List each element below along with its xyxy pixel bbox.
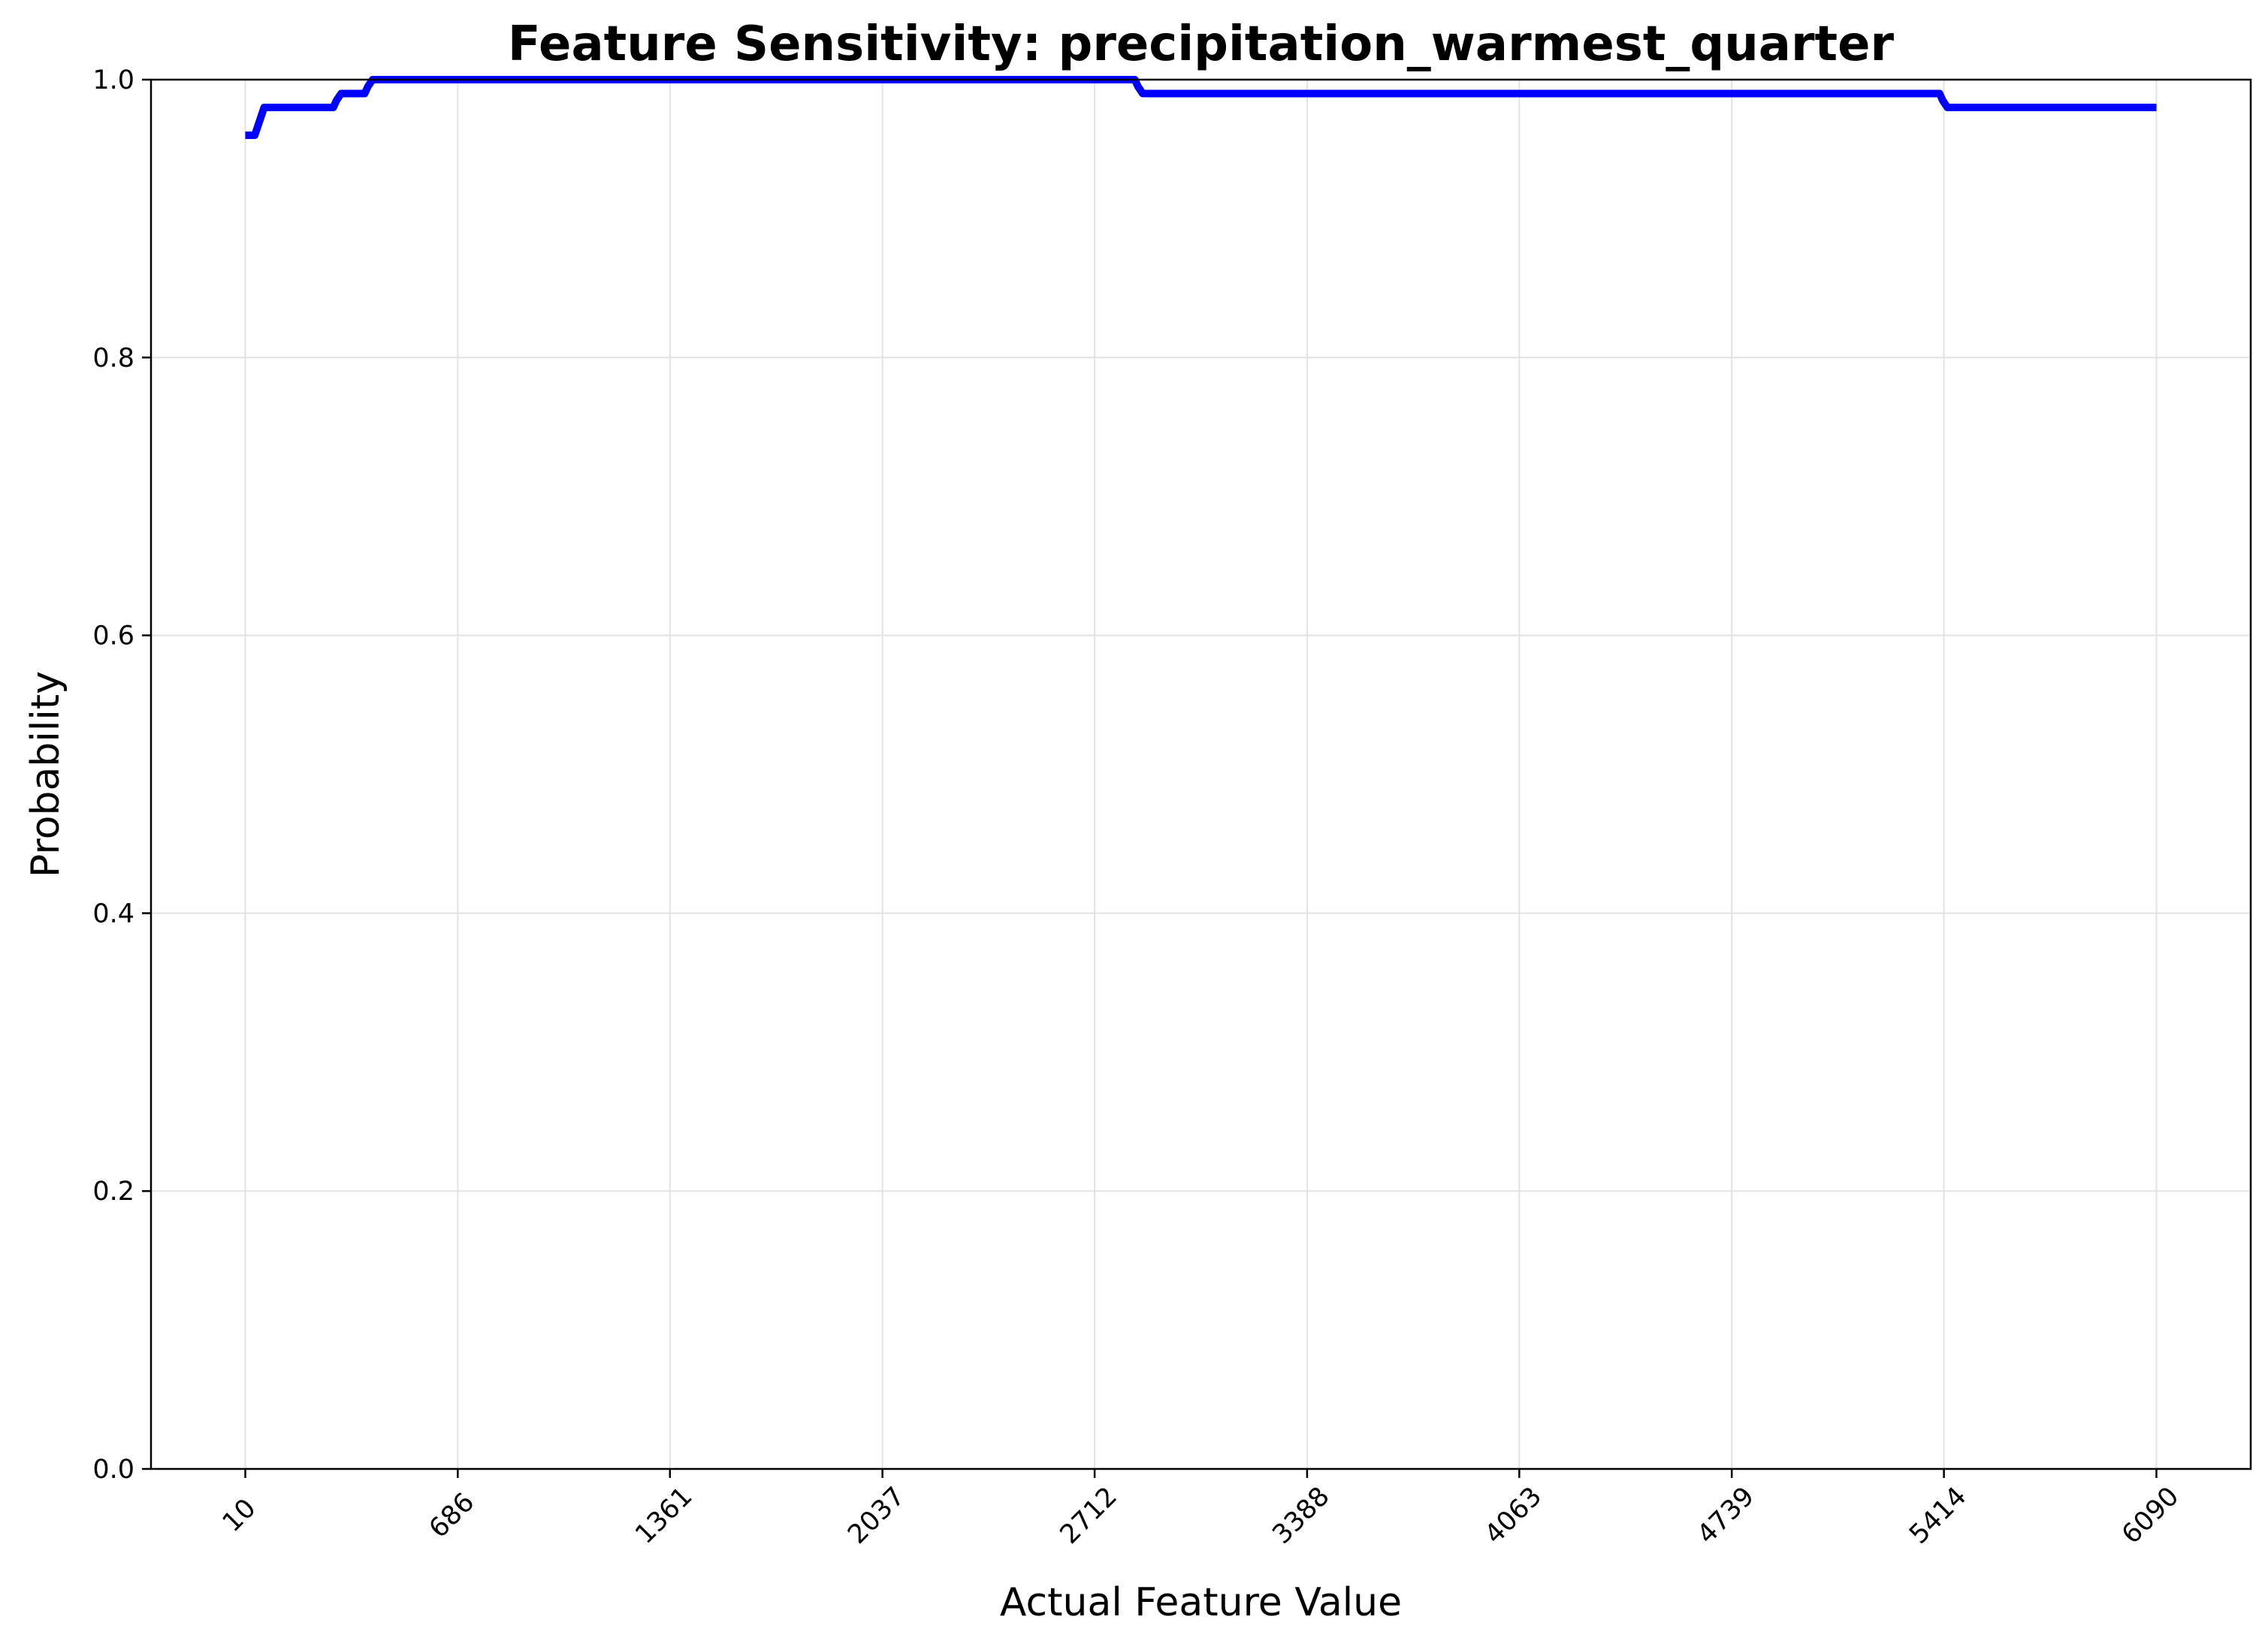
x-tick-label: 2712 xyxy=(1055,1482,1123,1550)
x-tick-label: 4063 xyxy=(1479,1482,1548,1550)
x-tick-label: 6090 xyxy=(2116,1482,2185,1550)
y-tick-label: 0.2 xyxy=(92,1177,134,1207)
y-axis-label: Probability xyxy=(23,671,68,878)
series-layer xyxy=(245,76,2157,139)
x-tick-label: 2037 xyxy=(842,1482,911,1550)
ticks: 10 686 1361 2037 2712 3388 4063 4739 5414 6090 0.0… xyxy=(92,65,2185,1550)
grid xyxy=(151,79,2251,1470)
y-tick-label: 0.6 xyxy=(92,621,134,651)
chart-title: Feature Sensitivity: precipitation_warme… xyxy=(508,17,1895,72)
y-tick-label: 0.4 xyxy=(92,899,134,929)
x-tick-label: 5414 xyxy=(1904,1482,1972,1550)
x-tick-label: 10 xyxy=(217,1493,262,1538)
x-tick-label: 3388 xyxy=(1267,1482,1336,1550)
x-axis-label: Actual Feature Value xyxy=(1000,1580,1402,1625)
y-tick-label: 0.0 xyxy=(92,1455,134,1485)
y-tick-label: 1.0 xyxy=(92,65,134,95)
x-tick-label: 1361 xyxy=(630,1482,698,1550)
x-tick-label: 4739 xyxy=(1692,1482,1760,1550)
series-line xyxy=(245,76,2157,139)
y-tick-label: 0.8 xyxy=(92,343,134,373)
plot-frame xyxy=(149,78,2252,1470)
x-tick-label: 686 xyxy=(424,1487,481,1544)
